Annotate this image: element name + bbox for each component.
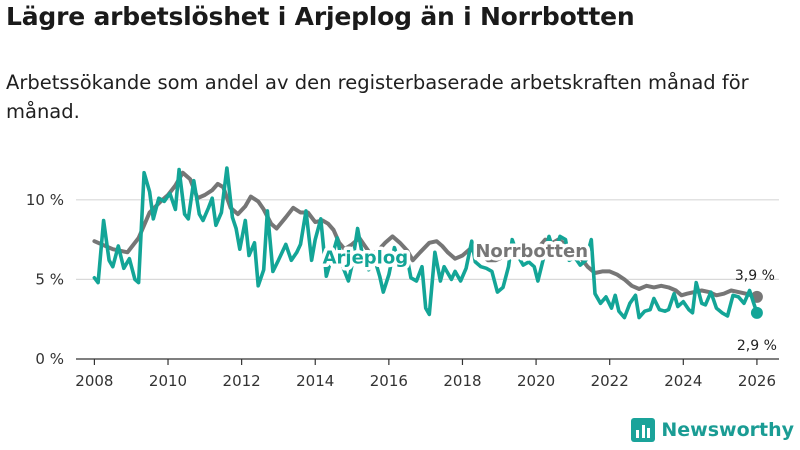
x-tick-label: 2018 [443, 372, 481, 390]
x-tick-label: 2010 [149, 372, 187, 390]
end-value-label: 2,9 % [737, 338, 777, 354]
y-tick-label: 10 % [26, 191, 64, 209]
series-label-norrbotten: Norrbotten [475, 241, 588, 262]
x-tick-label: 2016 [370, 372, 408, 390]
x-tick-label: 2026 [738, 372, 776, 390]
y-tick-label: 0 % [35, 350, 64, 368]
chart-title: Lägre arbetslöshet i Arjeplog än i Norrb… [6, 2, 635, 31]
x-tick-label: 2008 [75, 372, 113, 390]
end-value-label: 3,9 % [735, 268, 775, 284]
brand-logo: Newsworthy [631, 418, 794, 442]
y-tick-label: 5 % [35, 270, 64, 288]
x-tick-label: 2012 [223, 372, 261, 390]
end-point-arjeplog [750, 306, 763, 319]
series-label-halo: Norrbotten [475, 241, 588, 262]
chart-subtitle: Arbetssökande som andel av den registerb… [6, 71, 749, 123]
series-label-arjeplog: Arjeplog [323, 247, 409, 268]
bar-chart-icon [631, 418, 656, 442]
x-tick-label: 2020 [517, 372, 555, 390]
x-tick-label: 2014 [296, 372, 334, 390]
x-tick-label: 2024 [664, 372, 702, 390]
series-line-arjeplog [92, 166, 759, 320]
series-label-halo: Arjeplog [323, 247, 409, 268]
x-tick-label: 2022 [591, 372, 629, 390]
brand-name: Newsworthy [661, 419, 794, 441]
